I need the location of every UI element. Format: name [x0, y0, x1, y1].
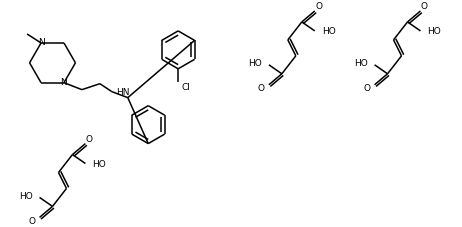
- Text: HO: HO: [427, 27, 441, 36]
- Text: O: O: [86, 135, 93, 144]
- Text: HO: HO: [92, 160, 106, 169]
- Text: HO: HO: [19, 192, 32, 201]
- Text: Cl: Cl: [181, 83, 190, 92]
- Text: HO: HO: [354, 59, 368, 68]
- Text: O: O: [364, 84, 371, 93]
- Text: O: O: [258, 84, 265, 93]
- Text: HO: HO: [248, 59, 262, 68]
- Text: O: O: [315, 2, 322, 12]
- Text: O: O: [421, 2, 428, 12]
- Text: HO: HO: [322, 27, 335, 36]
- Text: O: O: [29, 217, 36, 226]
- Text: HN: HN: [116, 88, 129, 97]
- Text: N: N: [61, 78, 67, 87]
- Text: N: N: [38, 38, 44, 47]
